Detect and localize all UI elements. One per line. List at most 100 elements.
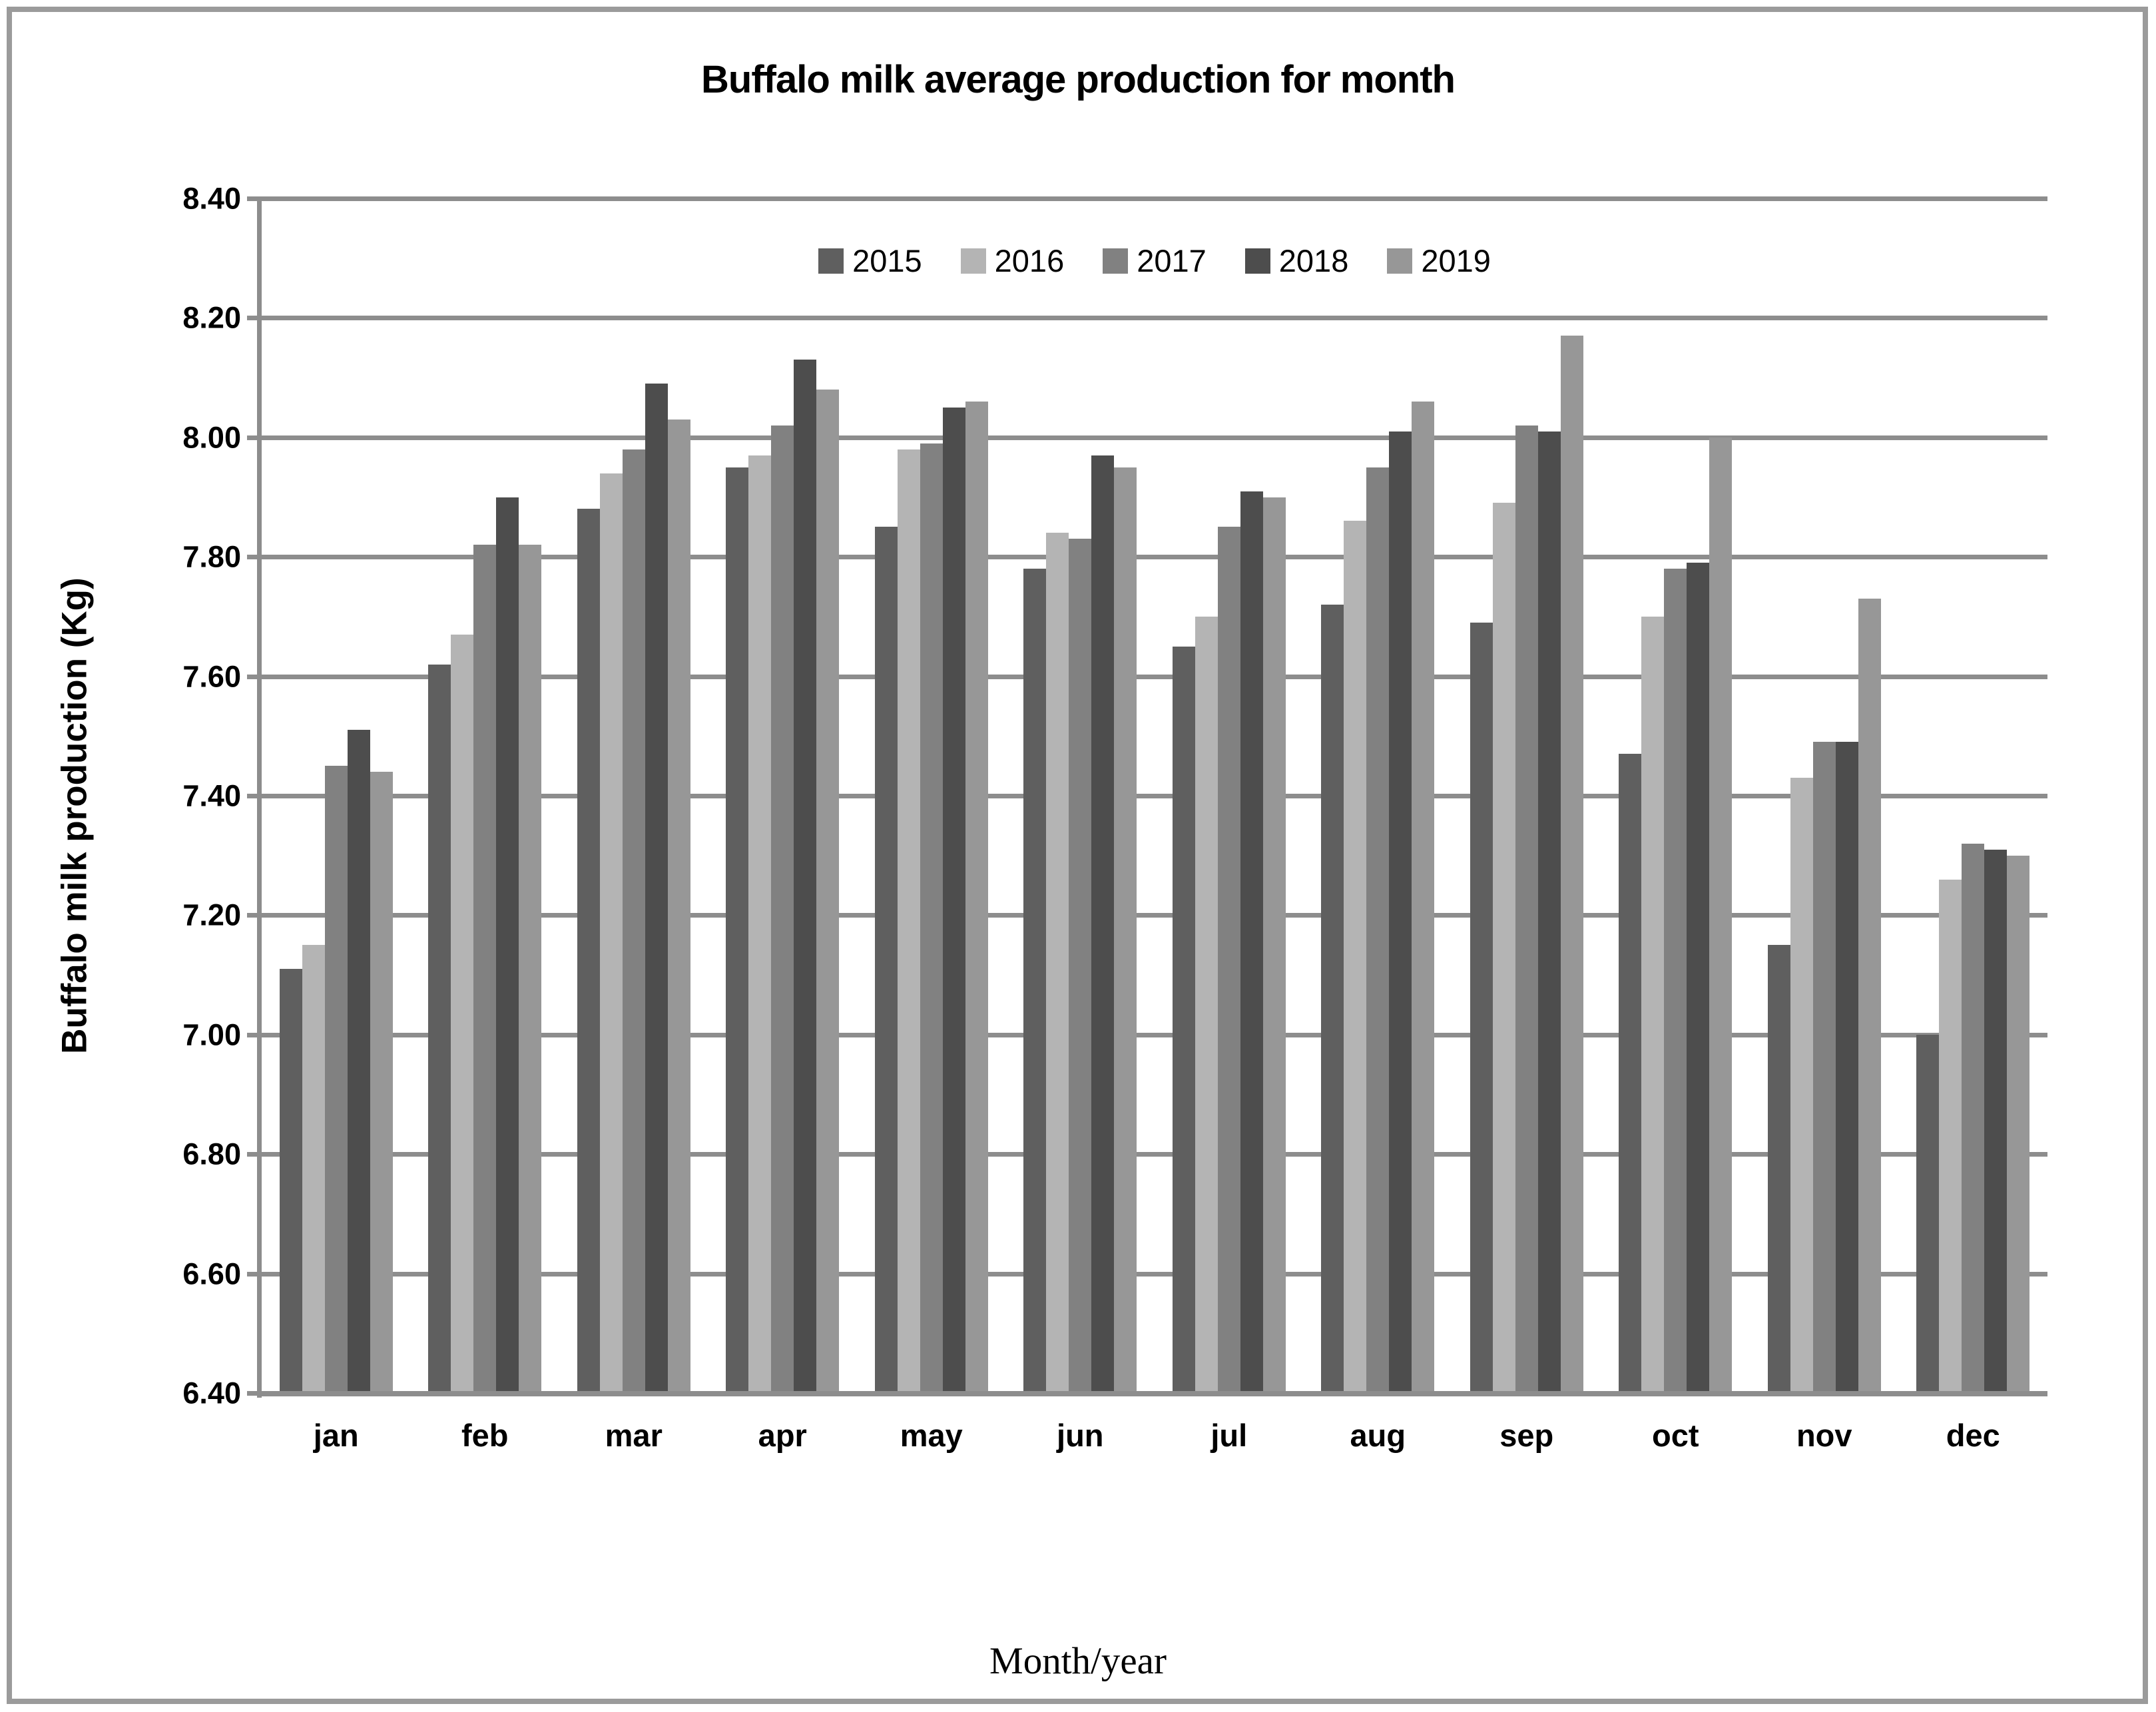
- bar-2015-jan: [279, 969, 302, 1393]
- y-tick-label: 7.80: [182, 539, 241, 574]
- bar-2016-oct: [1641, 616, 1665, 1393]
- x-tick-label-jan: jan: [313, 1418, 359, 1453]
- y-axis-tick: [247, 674, 262, 679]
- bar-2018-jun: [1091, 455, 1115, 1393]
- bar-2017-jul: [1217, 527, 1240, 1393]
- y-axis-tick: [247, 794, 262, 798]
- gridline: [262, 1271, 2047, 1277]
- bar-2019-may: [965, 401, 988, 1393]
- y-tick-label: 7.00: [182, 1017, 241, 1052]
- bar-2019-nov: [1858, 598, 1881, 1393]
- bar-2018-aug: [1389, 431, 1412, 1393]
- bar-2019-apr: [816, 390, 840, 1393]
- bar-2016-jun: [1046, 533, 1069, 1393]
- y-axis-tick: [247, 913, 262, 918]
- legend-label: 2018: [1278, 243, 1349, 278]
- x-tick-label-apr: apr: [758, 1418, 807, 1453]
- bar-2018-nov: [1835, 742, 1858, 1393]
- gridline: [262, 674, 2047, 679]
- bar-2018-may: [942, 407, 965, 1393]
- y-axis-tick: [247, 196, 262, 201]
- figure-border: [7, 7, 2148, 1704]
- bar-2018-mar: [645, 384, 668, 1393]
- y-tick-label: 6.60: [182, 1257, 241, 1291]
- bar-2017-nov: [1812, 742, 1836, 1393]
- bar-2019-feb: [519, 545, 542, 1393]
- bar-2016-aug: [1344, 521, 1367, 1393]
- legend: 2015 2016 2017 2018 2019: [262, 242, 2047, 279]
- bar-2016-jan: [302, 945, 325, 1393]
- y-tick-label: 7.20: [182, 898, 241, 932]
- y-tick-label: 7.60: [182, 659, 241, 694]
- legend-swatch-icon: [818, 248, 844, 274]
- legend-label: 2016: [994, 243, 1065, 278]
- y-axis-tick: [247, 435, 262, 440]
- x-axis-title: Month/year: [989, 1640, 1167, 1682]
- y-axis-tick: [247, 316, 262, 321]
- bar-2015-aug: [1321, 604, 1344, 1393]
- bar-2015-nov: [1767, 945, 1790, 1393]
- bar-2017-dec: [1962, 843, 1985, 1393]
- legend-item-2015: 2015: [818, 242, 922, 279]
- y-tick-label: 8.40: [182, 181, 241, 216]
- x-tick-label-sep: sep: [1499, 1418, 1554, 1453]
- legend-swatch-icon: [1103, 248, 1129, 274]
- bar-2019-jan: [370, 772, 393, 1393]
- bar-2015-oct: [1619, 754, 1642, 1393]
- gridline: [262, 196, 2047, 201]
- bar-2015-jul: [1172, 646, 1195, 1393]
- y-axis-tick: [247, 1271, 262, 1277]
- bar-2015-feb: [428, 664, 451, 1393]
- y-axis-title: Buffalo milk production (Kg): [55, 577, 95, 1054]
- legend-item-2016: 2016: [960, 242, 1065, 279]
- bar-2019-sep: [1560, 336, 1583, 1393]
- bar-2017-sep: [1515, 425, 1538, 1393]
- gridline: [262, 1152, 2047, 1157]
- bar-2019-jun: [1114, 467, 1137, 1393]
- bar-2018-jan: [347, 730, 370, 1393]
- bar-2015-apr: [726, 467, 749, 1393]
- bar-2019-mar: [667, 419, 690, 1393]
- legend-item-2017: 2017: [1103, 242, 1207, 279]
- legend-swatch-icon: [960, 248, 986, 274]
- x-tick-label-mar: mar: [605, 1418, 663, 1453]
- bar-2018-dec: [1984, 849, 2008, 1393]
- gridline: [262, 316, 2047, 321]
- bar-2015-sep: [1470, 622, 1493, 1393]
- y-tick-label: 6.80: [182, 1137, 241, 1171]
- bar-2017-jan: [324, 766, 348, 1393]
- bar-2017-oct: [1664, 569, 1687, 1393]
- x-tick-label-nov: nov: [1796, 1418, 1852, 1453]
- bar-2019-aug: [1412, 401, 1435, 1393]
- legend-item-2019: 2019: [1387, 242, 1491, 279]
- bar-2018-sep: [1537, 431, 1561, 1393]
- legend-label: 2019: [1421, 243, 1491, 278]
- gridline: [262, 435, 2047, 440]
- y-tick-label: 8.00: [182, 420, 241, 455]
- bar-2015-mar: [577, 509, 600, 1393]
- gridline: [262, 794, 2047, 798]
- bar-2016-sep: [1492, 503, 1515, 1393]
- legend-label: 2017: [1137, 243, 1207, 278]
- bar-2015-may: [874, 527, 898, 1393]
- y-axis-line: [257, 196, 262, 1398]
- gridline: [262, 1032, 2047, 1037]
- bar-2016-jul: [1195, 616, 1218, 1393]
- y-tick-label: 7.40: [182, 778, 241, 813]
- x-tick-label-dec: dec: [1946, 1418, 2000, 1453]
- x-tick-label-may: may: [900, 1418, 963, 1453]
- x-tick-label-feb: feb: [461, 1418, 509, 1453]
- legend-label: 2015: [852, 243, 922, 278]
- legend-item-2018: 2018: [1244, 242, 1349, 279]
- bar-2016-apr: [748, 455, 772, 1393]
- y-axis-tick: [247, 1032, 262, 1037]
- chart-title: Buffalo milk average production for mont…: [701, 58, 1456, 101]
- bar-2017-mar: [622, 449, 645, 1393]
- bar-2017-aug: [1366, 467, 1390, 1393]
- bar-2019-dec: [2007, 855, 2030, 1393]
- legend-swatch-icon: [1387, 248, 1413, 274]
- x-tick-label-aug: aug: [1350, 1418, 1406, 1453]
- y-tick-label: 6.40: [182, 1376, 241, 1410]
- y-tick-label: 8.20: [182, 300, 241, 335]
